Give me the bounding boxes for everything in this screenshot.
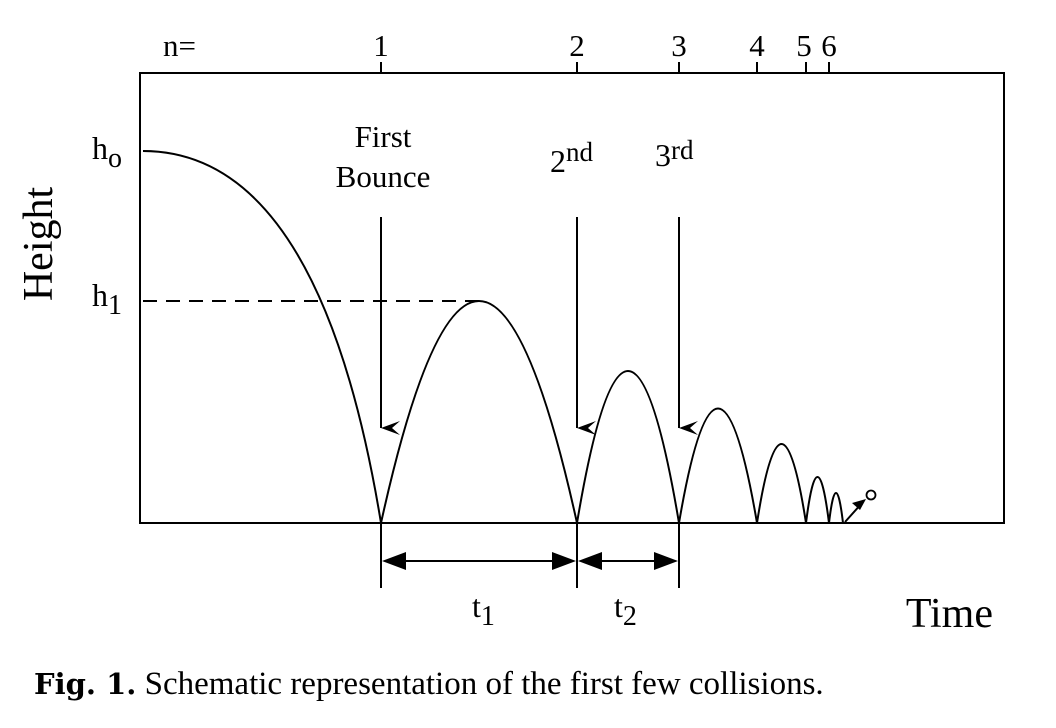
first-bounce-label-line1: First (355, 119, 412, 154)
caption-prefix: Fig. 1. (34, 667, 137, 701)
n-prefix-label: n= (163, 28, 196, 63)
n-label-4: 4 (749, 28, 765, 63)
caption-text: Schematic representation of the first fe… (136, 666, 824, 702)
t1-arrowhead-left (382, 552, 406, 570)
t1-label: t1 (472, 588, 495, 632)
figure-caption: Fig. 1. Schematic representation of the … (34, 666, 1044, 703)
first-bounce-label-line2: Bounce (336, 159, 431, 194)
n-label-2: 2 (569, 28, 585, 63)
t2-arrowhead-left (578, 552, 602, 570)
trajectory-curve (142, 150, 844, 524)
t1-arrowhead-right (552, 552, 576, 570)
h1-label: h1 (92, 277, 122, 321)
bounce-ticks (380, 62, 830, 73)
h0-label: ho (92, 130, 122, 174)
interval-markers (380, 523, 680, 588)
n-label-1: 1 (373, 28, 389, 63)
y-axis-title: Height (16, 187, 62, 302)
x-axis-title: Time (906, 591, 993, 637)
ball-icon (865, 489, 877, 501)
n-label-6: 6 (821, 28, 837, 63)
third-bounce-label: 3rd (655, 135, 694, 173)
final-arrowhead (852, 499, 866, 510)
t2-label: t2 (614, 588, 637, 632)
n-label-3: 3 (671, 28, 687, 63)
plot-frame (139, 72, 1005, 524)
n-label-5: 5 (796, 28, 812, 63)
t2-arrowhead-right (654, 552, 678, 570)
second-bounce-label: 2nd (550, 137, 594, 179)
